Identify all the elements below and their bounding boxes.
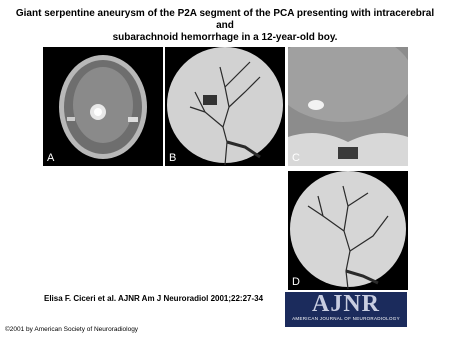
panel-xray: C bbox=[288, 47, 408, 166]
xray-image bbox=[288, 47, 408, 166]
panel-label: C bbox=[292, 152, 300, 164]
panel-label: D bbox=[292, 276, 300, 288]
panel-angiogram: B bbox=[165, 47, 285, 166]
logo-title: AJNR bbox=[312, 291, 380, 317]
title-line: subarachnoid hemorrhage in a 12-year-old… bbox=[112, 32, 338, 43]
angiogram-late-image bbox=[288, 171, 408, 290]
journal-logo: AJNR AMERICAN JOURNAL OF NEURORADIOLOGY bbox=[285, 292, 407, 327]
panel-label: A bbox=[47, 152, 55, 164]
panel-label: B bbox=[169, 152, 177, 164]
logo-subtitle: AMERICAN JOURNAL OF NEURORADIOLOGY bbox=[292, 316, 400, 321]
citation: Elisa F. Ciceri et al. AJNR Am J Neurora… bbox=[44, 294, 264, 303]
panel-ct: A bbox=[43, 47, 163, 166]
panel-angiogram-late: D bbox=[288, 171, 408, 290]
title-line: Giant serpentine aneurysm of the P2A seg… bbox=[15, 8, 435, 31]
ct-image bbox=[43, 47, 163, 166]
angiogram-image bbox=[165, 47, 285, 166]
copyright: ©2001 by American Society of Neuroradiol… bbox=[5, 326, 139, 333]
title: Giant serpentine aneurysm of the P2A seg… bbox=[10, 8, 440, 44]
